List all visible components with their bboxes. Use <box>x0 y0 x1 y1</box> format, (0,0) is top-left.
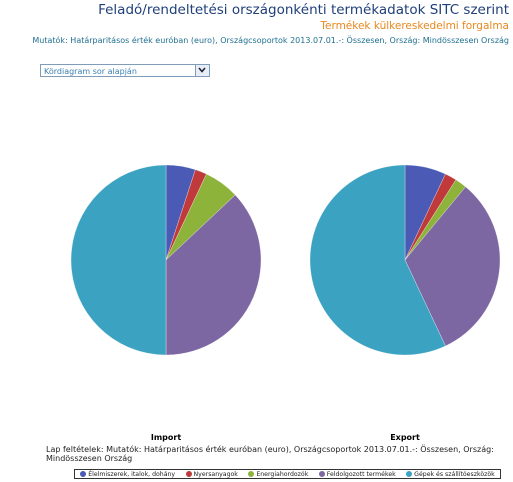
legend-label: Gépek és szállítóeszközök <box>414 470 495 478</box>
chart-title: Export <box>390 433 420 442</box>
legend-label: Élelmiszerek, italok, dohány <box>88 470 176 478</box>
chart-type-dropdown[interactable]: Kördiagram sor alapján <box>40 64 210 77</box>
legend-label: Feldolgozott termékek <box>326 470 396 478</box>
legend: Élelmiszerek, italok, dohány Nyersanyagok… <box>74 469 501 479</box>
legend-item: Élelmiszerek, italok, dohány <box>80 471 175 478</box>
pie-slice <box>165 194 262 356</box>
page-subtitle: Termékek külkereskedelmi forgalma <box>320 20 509 32</box>
legend-swatch <box>80 471 87 477</box>
pie-slice <box>70 164 167 356</box>
pie-slice <box>309 164 446 356</box>
indicators: Mutatók: Határparitásos érték euróban (e… <box>32 36 509 45</box>
page-title: Feladó/rendeltetési országonkénti termék… <box>98 2 509 18</box>
legend-item: Nyersanyagok <box>185 470 238 478</box>
legend-label: Nyersanyagok <box>193 470 238 478</box>
legend-swatch <box>406 471 413 477</box>
chart-title: Import <box>151 433 181 442</box>
legend-item: Feldolgozott termékek <box>318 470 396 478</box>
footer: Lap feltételek: Mutatók: Határparitásos … <box>46 445 494 463</box>
legend-item: Gépek és szállítóeszközök <box>406 471 495 478</box>
legend-item: Energiahordozók <box>248 471 308 478</box>
arrow <box>198 67 206 73</box>
legend-swatch <box>248 471 255 477</box>
legend-swatch <box>185 471 192 477</box>
dropdown-text: Kördiagram sor alapján <box>44 67 137 76</box>
legend-label: Energiahordozók <box>256 470 309 478</box>
legend-swatch <box>318 471 325 477</box>
pie-slice <box>404 186 501 347</box>
dropdown-button[interactable] <box>195 65 209 76</box>
